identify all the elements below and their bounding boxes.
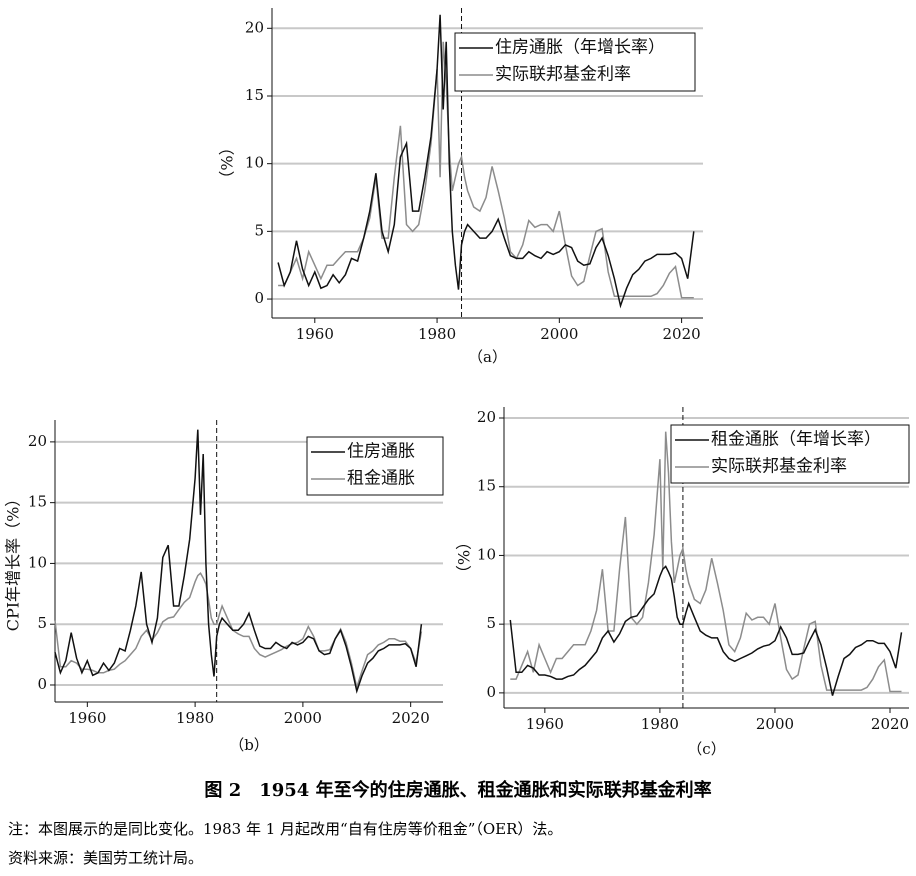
y-axis-label: （%） [455,534,474,581]
x-tick-label: 1960 [526,715,564,733]
data-line [54,572,423,691]
legend-box [670,424,910,484]
y-tick-label: 5 [37,614,47,632]
y-tick-label: 20 [28,432,47,450]
panel-label: （b） [229,736,269,754]
y-axis-label: （%） [218,139,237,186]
x-tick-label: 1960 [296,325,334,343]
x-tick-label: 2020 [392,709,430,727]
data-line [277,14,695,309]
y-tick-label: 0 [37,675,47,693]
x-tick-label: 2000 [284,709,322,727]
y-tick-label: 15 [245,86,264,104]
y-tick-label: 0 [254,289,264,307]
y-tick-label: 10 [477,545,496,563]
panel-label: （a） [468,348,507,366]
data-line [278,41,694,299]
x-tick-label: 1980 [176,709,214,727]
legend-box [306,436,444,496]
legend-label: 租金通胀（年增长率） [711,430,881,450]
data-line [54,429,423,694]
x-tick-label: 1960 [68,709,106,727]
legend-label: 租金通胀 [347,469,415,489]
y-tick-label: 20 [477,408,496,426]
legend-label: 住房通胀（年增长率） [495,38,665,58]
legend-box [454,32,696,92]
x-tick-label: 2020 [663,325,701,343]
y-tick-label: 10 [245,154,264,172]
legend-label: 住房通胀 [347,442,415,462]
x-tick-label: 2000 [756,715,794,733]
y-tick-label: 5 [254,221,264,239]
panel-label: （c） [687,740,725,758]
figure-source: 资料来源：美国劳工统计局。 [8,849,204,867]
y-axis-label: CPI年增长率（%） [4,491,23,632]
y-tick-label: 10 [28,553,47,571]
legend-label: 实际联邦基金利率 [495,65,631,85]
figure-note: 注：本图展示的是同比变化。1983 年 1 月起改用“自有住房等价租金”（OER… [8,820,563,838]
x-tick-label: 2000 [540,325,578,343]
data-line [509,565,903,696]
x-tick-label: 1980 [418,325,456,343]
y-tick-label: 5 [486,614,496,632]
figure-caption: 图 2 1954 年至今的住房通胀、租金通胀和实际联邦基金利率 [204,780,712,801]
y-tick-label: 15 [477,477,496,495]
y-tick-label: 0 [486,683,496,701]
y-tick-label: 20 [245,18,264,36]
x-tick-label: 2020 [871,715,909,733]
y-tick-label: 15 [28,493,47,511]
x-tick-label: 1980 [641,715,679,733]
legend-label: 实际联邦基金利率 [711,457,847,477]
